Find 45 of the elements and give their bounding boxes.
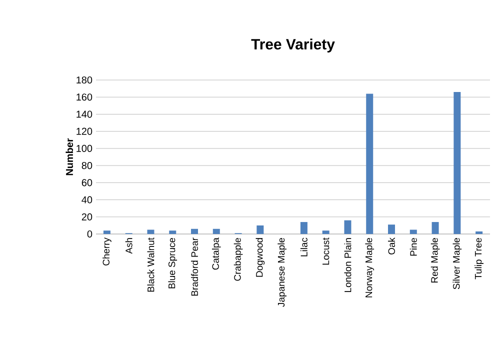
x-tick-label: Blue Spruce — [168, 238, 178, 288]
bar — [344, 220, 352, 234]
y-tick-label: 120 — [76, 128, 92, 135]
y-tick-label: 160 — [76, 94, 92, 101]
y-tick-label: 180 — [76, 76, 92, 84]
x-tick-label: Lilac — [300, 238, 308, 256]
bar — [256, 225, 264, 234]
x-tick-label: Silver Maple — [452, 238, 462, 290]
y-axis-title: Number — [66, 138, 74, 176]
y-tick-label: 80 — [82, 162, 92, 170]
bar — [212, 228, 220, 234]
x-tick-label: Catalpa — [212, 238, 221, 270]
x-tick-label: Norway Maple — [365, 238, 374, 298]
y-tick-label: 40 — [82, 196, 92, 204]
x-tick-label: Red Maple — [430, 238, 440, 283]
y-tick-label: 0 — [87, 230, 92, 238]
x-tick-label: Ash — [125, 238, 132, 254]
bar — [169, 230, 176, 234]
bar — [410, 230, 417, 234]
bar — [388, 224, 396, 234]
chart-title: Tree Variety — [251, 38, 335, 52]
x-tick-label: Oak — [388, 238, 395, 254]
x-tick-label: Bradford Pear — [191, 238, 198, 296]
bar — [322, 230, 330, 234]
bar — [432, 222, 439, 234]
bar — [366, 94, 374, 234]
bar — [454, 92, 461, 234]
bar — [476, 231, 483, 234]
bar — [147, 230, 154, 234]
y-tick-label: 60 — [82, 179, 92, 186]
x-tick-label: Pine — [410, 238, 417, 256]
bar — [191, 228, 198, 234]
y-tick-label: 20 — [82, 213, 92, 220]
x-tick-label: Tulip Tree — [474, 238, 484, 280]
x-tick-label: Cherry — [102, 238, 112, 266]
x-tick-label: Locust — [322, 238, 330, 265]
y-tick-label: 100 — [76, 144, 92, 152]
bar — [103, 230, 110, 234]
x-tick-label: Dogwood — [256, 238, 265, 277]
x-tick-label: Japanese Maple — [278, 238, 286, 307]
x-tick-label: Black Walnut — [147, 238, 154, 292]
bar — [300, 222, 308, 234]
y-tick-label: 140 — [76, 110, 92, 118]
x-tick-label: Crabapple — [234, 238, 243, 281]
x-tick-label: London Plain — [344, 238, 352, 292]
